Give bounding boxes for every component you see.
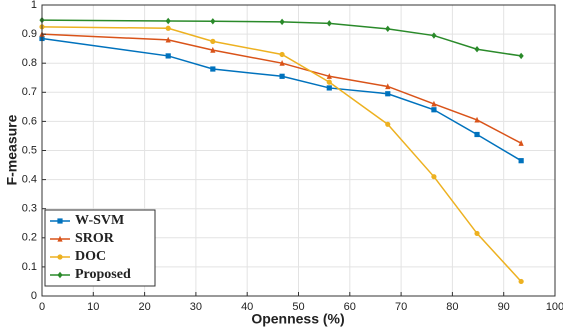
- x-tick-label: 90: [498, 301, 510, 313]
- y-axis-label: F-measure: [4, 114, 20, 185]
- marker: [165, 53, 171, 59]
- marker: [431, 107, 437, 113]
- x-tick-label: 10: [87, 301, 99, 313]
- marker: [474, 230, 480, 237]
- series-line: [41, 33, 522, 144]
- marker: [57, 235, 63, 242]
- legend-label: SROR: [75, 231, 115, 246]
- x-tick-label: 0: [39, 301, 45, 313]
- x-tick-label: 50: [292, 301, 304, 313]
- marker: [474, 116, 480, 123]
- marker: [326, 73, 332, 79]
- marker: [279, 18, 285, 26]
- marker: [326, 20, 332, 27]
- legend-label: DOC: [75, 249, 106, 264]
- marker: [210, 46, 216, 53]
- marker: [474, 46, 480, 53]
- marker: [165, 25, 171, 31]
- marker: [474, 131, 480, 138]
- marker: [431, 174, 437, 180]
- marker: [385, 91, 391, 97]
- marker: [385, 83, 391, 90]
- marker: [518, 52, 524, 60]
- y-tick-label: 0.8: [22, 57, 37, 69]
- marker: [57, 254, 63, 260]
- series-group: [39, 16, 524, 285]
- y-tick-label: 0.3: [22, 203, 37, 215]
- marker: [279, 51, 285, 58]
- x-tick-label: 70: [395, 301, 407, 313]
- y-tick-label: 0.6: [22, 115, 37, 127]
- y-tick-label: 0.4: [22, 174, 37, 186]
- marker: [210, 38, 216, 44]
- marker: [210, 66, 216, 72]
- marker: [165, 17, 171, 25]
- marker: [518, 278, 524, 285]
- marker: [326, 79, 332, 85]
- marker: [57, 271, 63, 279]
- marker: [279, 73, 285, 79]
- y-tick-label: 0: [31, 290, 37, 302]
- y-tick-label: 0.7: [22, 86, 37, 98]
- legend: W-SVM SROR DOC Proposed: [44, 209, 156, 287]
- marker: [385, 25, 391, 33]
- x-axis-label: Openness (%): [251, 311, 344, 327]
- marker: [385, 121, 391, 127]
- x-tick-label: 100: [546, 301, 563, 313]
- legend-box: [44, 209, 156, 287]
- x-tick-label: 40: [241, 301, 253, 313]
- marker: [431, 32, 437, 39]
- marker: [210, 18, 216, 25]
- marker: [518, 158, 524, 164]
- marker: [57, 218, 63, 224]
- marker: [326, 85, 332, 91]
- y-tick-label: 0.9: [22, 28, 37, 40]
- x-tick-label: 80: [446, 301, 458, 313]
- y-tick-label: 0.2: [22, 232, 37, 244]
- x-tick-label: 60: [344, 301, 356, 313]
- legend-label: W-SVM: [75, 213, 124, 228]
- y-tick-label: 0.5: [22, 144, 37, 156]
- x-tick-label: 20: [138, 301, 150, 313]
- legend-label: Proposed: [75, 267, 131, 282]
- marker: [518, 140, 524, 146]
- marker: [279, 60, 285, 66]
- x-tick-label: 30: [190, 301, 202, 313]
- y-tick-label: 1: [31, 0, 37, 11]
- marker: [165, 36, 171, 43]
- y-tick-label: 0.1: [22, 261, 37, 273]
- marker: [431, 100, 437, 107]
